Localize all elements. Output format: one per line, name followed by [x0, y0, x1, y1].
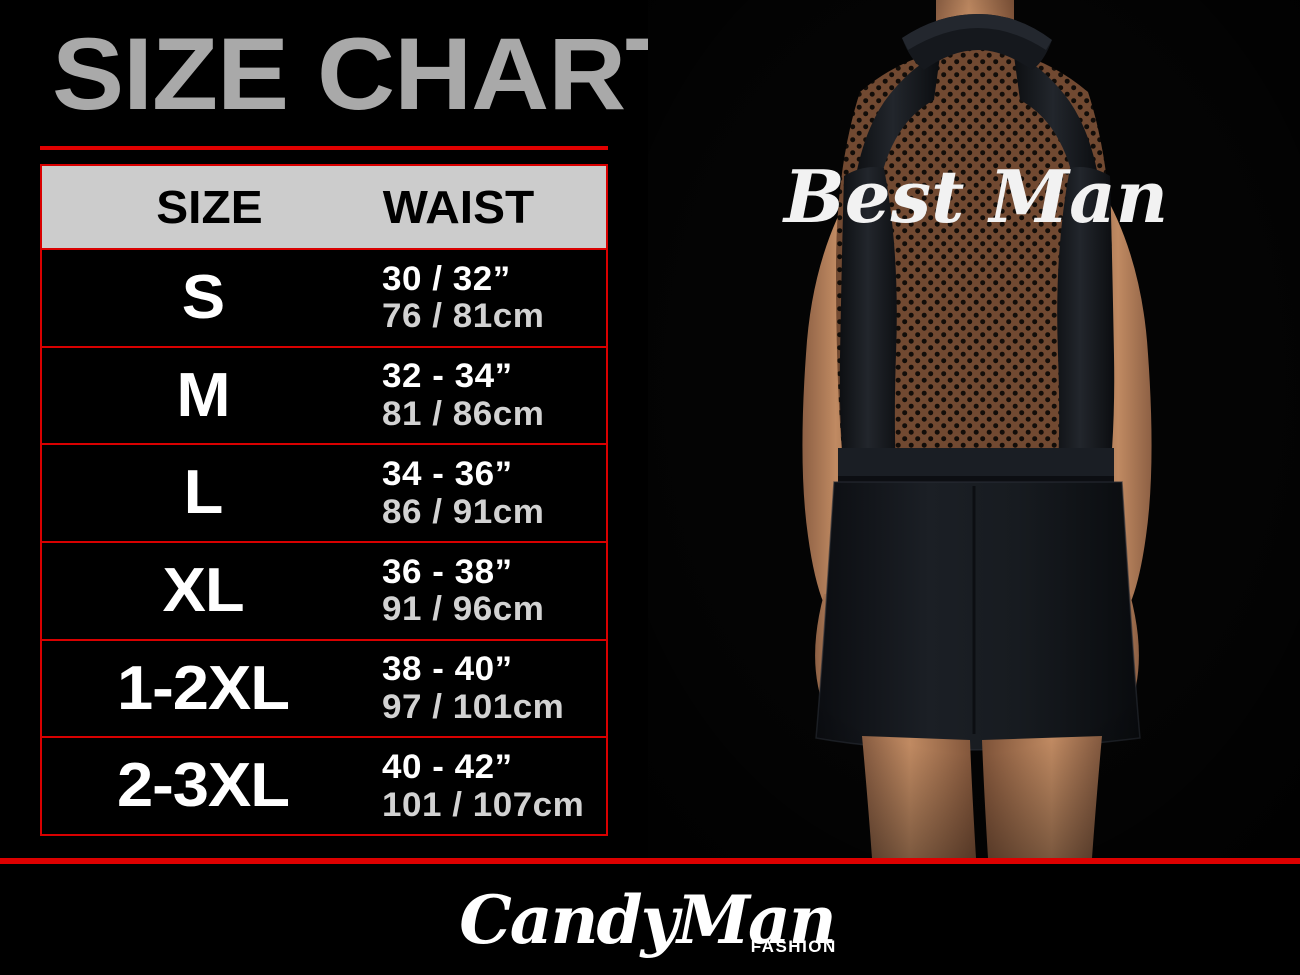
- waist-inches: 36 - 38”: [382, 552, 513, 591]
- table-row: 2-3XL 40 - 42” 101 / 107cm: [42, 738, 606, 835]
- product-photo: Best Man: [648, 0, 1300, 858]
- waist-inches: 38 - 40”: [382, 650, 513, 689]
- waist-centimeters: 81 / 86cm: [382, 395, 545, 433]
- cell-waist: 34 - 36” 86 / 91cm: [364, 456, 606, 530]
- cell-waist: 38 - 40” 97 / 101cm: [364, 651, 606, 725]
- table-row: L 34 - 36” 86 / 91cm: [42, 445, 606, 544]
- cell-waist: 30 / 32” 76 / 81cm: [364, 260, 606, 335]
- brand-logo: CandyMan FASHION: [459, 880, 841, 959]
- cell-size: S: [181, 262, 225, 332]
- table-row: 1-2XL 38 - 40” 97 / 101cm: [42, 640, 606, 739]
- waist-centimeters: 86 / 91cm: [382, 492, 545, 531]
- cell-size: 1-2XL: [116, 653, 290, 723]
- cell-size: 2-3XL: [116, 751, 290, 821]
- page-title: SIZE CHART: [52, 17, 691, 131]
- size-table: SIZE WAIST S 30 / 32” 76 / 81cm M 32 - 3…: [40, 164, 608, 836]
- waist-centimeters: 76 / 81cm: [382, 297, 545, 336]
- waist-inches: 32 - 34”: [382, 357, 513, 396]
- waist-centimeters: 97 / 101cm: [382, 688, 565, 727]
- table-row: S 30 / 32” 76 / 81cm: [42, 250, 606, 348]
- cell-waist: 36 - 38” 91 / 96cm: [364, 553, 606, 628]
- table-header-row: SIZE WAIST: [42, 166, 606, 250]
- brand-name: CandyMan: [459, 880, 837, 959]
- cell-size: L: [183, 458, 224, 528]
- brand-tagline: FASHION: [750, 936, 837, 956]
- waist-inches: 40 - 42”: [382, 747, 513, 786]
- cell-size: M: [176, 360, 230, 430]
- footer: CandyMan FASHION: [0, 864, 1300, 975]
- cell-waist: 32 - 34” 81 / 86cm: [364, 358, 606, 432]
- waist-centimeters: 91 / 96cm: [382, 590, 545, 629]
- table-row: M 32 - 34” 81 / 86cm: [42, 347, 606, 446]
- waist-inches: 30 / 32”: [382, 259, 511, 298]
- cell-size: XL: [162, 555, 244, 625]
- table-row: XL 36 - 38” 91 / 96cm: [42, 543, 606, 641]
- waist-inches: 34 - 36”: [382, 454, 513, 493]
- column-header-waist: WAIST: [382, 181, 535, 233]
- cell-waist: 40 - 42” 101 / 107cm: [364, 749, 606, 823]
- product-photo-illustration: Best Man: [648, 0, 1300, 858]
- column-header-size: SIZE: [156, 181, 263, 233]
- footer-divider-rule: [0, 858, 1300, 864]
- size-chart-panel: SIZE CHART SIZE WAIST S 30 / 32” 76 / 81…: [0, 0, 691, 860]
- waist-centimeters: 101 / 107cm: [382, 785, 585, 824]
- title-underline-rule: [40, 146, 608, 150]
